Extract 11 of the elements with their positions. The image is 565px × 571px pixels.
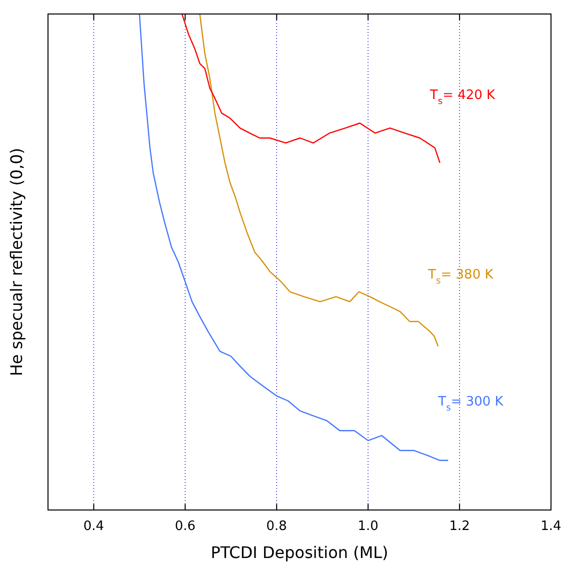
x-tick-label: 0.6	[174, 519, 196, 534]
text: T$_{s}$= 420 K	[428, 88, 496, 108]
x-axis-title: PTCDI Deposition (ML)	[210, 543, 388, 562]
x-tick-label: 0.8	[266, 519, 287, 534]
x-tick-label: 0.4	[83, 519, 104, 534]
x-tick-label: 1.4	[540, 519, 562, 534]
x-tick-label: 1.0	[358, 519, 378, 534]
text: T$_{s}$= 380 K	[427, 268, 494, 287]
y-axis-title: He specualr reflectivity (0,0)	[7, 148, 26, 376]
text: T$_{s}$= 300 K	[437, 394, 504, 414]
x-tick-label: 1.2	[449, 519, 470, 534]
